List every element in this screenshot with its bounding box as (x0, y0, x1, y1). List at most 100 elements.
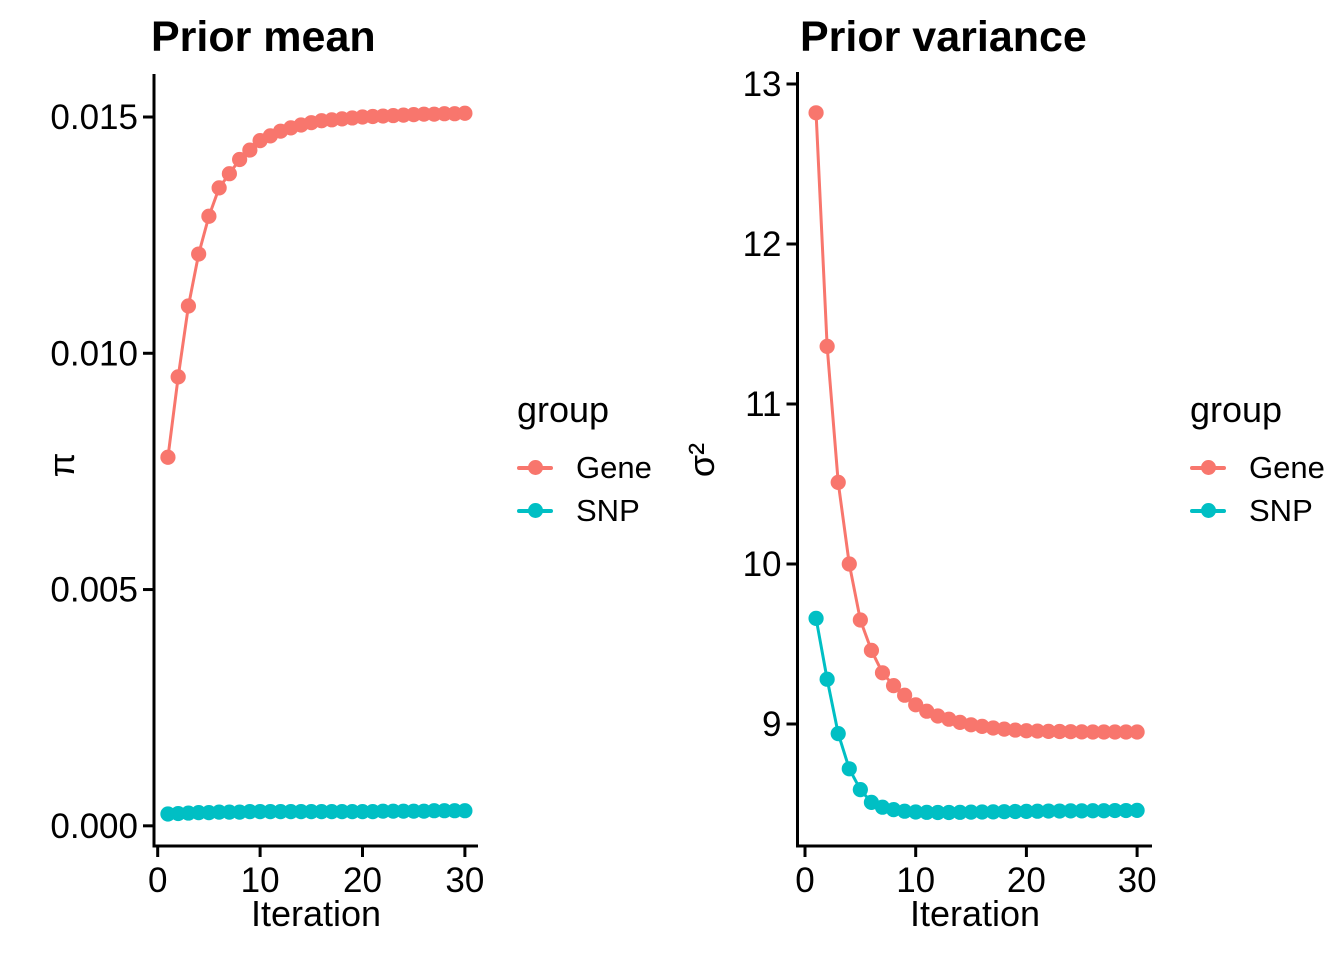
data-point-gene (160, 449, 176, 465)
data-point-gene (1118, 724, 1134, 740)
data-point-snp (974, 804, 990, 820)
x-tick-label: 10 (241, 861, 280, 900)
data-point-gene (1029, 723, 1046, 739)
data-point-snp (1018, 803, 1034, 819)
x-tick-label: 20 (343, 861, 382, 900)
y-tick-label: 10 (743, 545, 782, 584)
data-point-gene (852, 612, 868, 628)
right-chart-title: Prior variance (800, 13, 1087, 61)
y-tick-label: 0.005 (50, 571, 138, 610)
data-point-snp (952, 804, 968, 820)
legend-label-snp: SNP (576, 492, 640, 528)
y-tick-label: 13 (743, 65, 782, 104)
data-point-snp (1029, 803, 1046, 819)
data-point-snp (930, 804, 946, 821)
data-point-gene (232, 151, 248, 168)
snp-key-icon (517, 503, 553, 519)
data-point-gene (1040, 723, 1057, 739)
data-point-snp (830, 726, 846, 742)
data-point-gene (874, 665, 891, 681)
y-tick-label: 9 (762, 705, 781, 744)
data-point-snp (908, 804, 924, 820)
right-x-axis-title: Iteration (909, 893, 1041, 934)
gene-key-icon (1190, 460, 1226, 476)
legend-item-snp: SNP (1190, 489, 1325, 532)
data-point-gene (985, 720, 1001, 736)
left-chart-title: Prior mean (151, 13, 376, 61)
data-point-gene (180, 298, 197, 314)
left-y-axis-title: π (41, 452, 82, 478)
data-point-snp (897, 803, 913, 819)
right-legend: group Gene SNP (1190, 388, 1325, 532)
data-point-snp (841, 761, 857, 777)
x-tick-label: 10 (896, 861, 935, 900)
legend-items: Gene SNP (517, 446, 652, 532)
data-point-gene (819, 338, 835, 354)
data-point-gene (1052, 723, 1068, 740)
legend-title: group (1190, 389, 1283, 430)
data-point-snp (963, 804, 979, 820)
left-legend: group Gene SNP (517, 388, 652, 532)
data-point-gene (863, 642, 880, 659)
y-tick-label: 11 (745, 385, 781, 424)
data-point-snp (941, 804, 957, 821)
data-point-gene (170, 369, 186, 385)
legend-title: group (517, 389, 610, 430)
x-tick-label: 0 (795, 861, 814, 900)
data-point-snp (819, 671, 835, 687)
data-point-snp (1052, 803, 1068, 819)
data-point-gene (1074, 724, 1090, 740)
x-tick-label: 0 (148, 861, 167, 900)
y-tick-label: 0.010 (50, 334, 138, 373)
data-point-gene (830, 474, 846, 490)
y-tick-label: 12 (743, 225, 782, 264)
data-point-snp (1085, 803, 1101, 819)
data-point-snp (1107, 802, 1123, 819)
data-point-gene (221, 166, 237, 182)
data-point-snp (985, 804, 1001, 820)
data-point-gene (1085, 724, 1101, 740)
data-point-gene (1063, 724, 1079, 740)
data-point-snp (1129, 802, 1145, 819)
data-point-gene (191, 246, 207, 262)
x-tick-label: 30 (445, 861, 484, 900)
data-point-gene (1007, 722, 1023, 738)
data-point-gene (457, 105, 473, 121)
snp-key-icon (1190, 503, 1226, 519)
legend-label-snp: SNP (1249, 492, 1313, 528)
y-tick-label: 0.000 (50, 807, 138, 846)
legend-item-gene: Gene (517, 446, 652, 489)
legend-item-snp: SNP (517, 489, 652, 532)
data-point-gene (201, 208, 217, 224)
data-point-snp (996, 804, 1012, 820)
data-point-gene (996, 721, 1012, 737)
data-point-gene (211, 180, 227, 196)
right-y-axis-title: σ² (681, 442, 722, 478)
data-point-snp (1074, 803, 1090, 819)
data-point-snp (1063, 803, 1079, 819)
data-point-gene (242, 142, 258, 158)
y-tick-label: 0.015 (50, 98, 138, 137)
data-point-gene (1107, 724, 1123, 740)
data-point-snp (1040, 803, 1057, 819)
legend-label-gene: Gene (576, 449, 652, 485)
x-tick-label: 30 (1118, 861, 1157, 900)
series-line-gene (166, 111, 467, 459)
legend-items: Gene SNP (1190, 446, 1325, 532)
legend-label-gene: Gene (1249, 449, 1325, 485)
data-point-gene (841, 556, 857, 572)
data-point-gene (808, 105, 824, 121)
data-point-gene (908, 697, 924, 713)
data-point-gene (1018, 723, 1034, 739)
x-tick-label: 20 (1007, 861, 1046, 900)
data-point-snp (919, 804, 935, 820)
data-point-snp (1096, 803, 1112, 819)
data-point-snp (1118, 802, 1134, 819)
data-point-gene (885, 678, 902, 694)
data-point-snp (808, 610, 824, 627)
data-point-snp (457, 803, 473, 819)
series-line-gene (814, 111, 1139, 734)
data-point-gene (1096, 724, 1112, 740)
